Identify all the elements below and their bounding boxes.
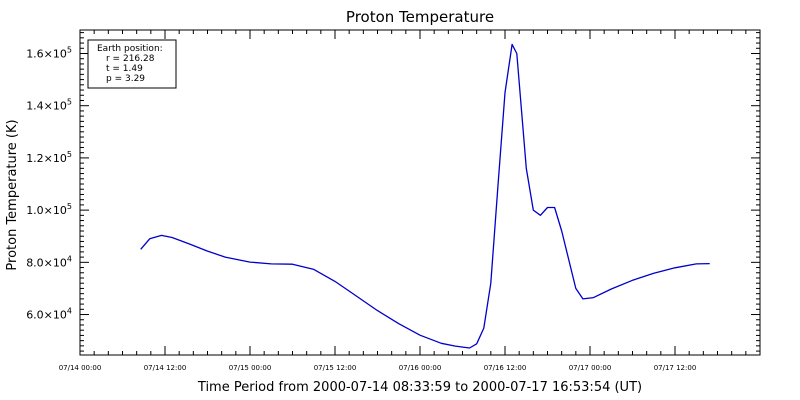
series-layer: [140, 43, 710, 349]
x-axis-ticks: 07/14 00:00 07/14 12:00 07/15 00:00 07/15 1…: [59, 30, 747, 372]
y-axis-label: Proton Temperature (K): [5, 119, 20, 270]
plot-frame: [79, 29, 761, 356]
y-tick-label: 8.0×104: [26, 254, 72, 269]
x-tick-label: 07/14 00:00: [59, 364, 102, 372]
x-tick-label: 07/17 12:00: [654, 364, 697, 372]
legend-box: [87, 39, 177, 89]
chart-title: Proton Temperature: [346, 8, 494, 26]
y-tick-label: 1.4×105: [26, 98, 72, 113]
proton-temperature-line: [140, 43, 710, 349]
x-tick-label: 07/16 00:00: [399, 364, 442, 372]
legend-line-t: t = 1.49: [106, 64, 143, 74]
y-tick-label: 1.6×105: [26, 45, 72, 60]
y-tick-label: 1.2×105: [26, 150, 72, 165]
legend-line-r: r = 216.28: [106, 54, 155, 64]
legend-line-p: p = 3.29: [106, 74, 145, 84]
y-tick-label: 6.0×104: [26, 307, 72, 322]
x-tick-label: 07/14 12:00: [144, 364, 187, 372]
x-axis-label: Time Period from 2000-07-14 08:33:59 to …: [197, 380, 642, 395]
earth-position-legend: Earth position: r = 216.28 t = 1.49 p = …: [87, 39, 177, 89]
legend-title: Earth position:: [97, 44, 163, 54]
y-axis-ticks: 6.0×104 8.0×104 1.0×105 1.2×105 1.4×105 1.6×1…: [26, 32, 760, 352]
x-tick-label: 07/15 12:00: [314, 364, 357, 372]
x-tick-label: 07/16 12:00: [484, 364, 527, 372]
x-tick-label: 07/15 00:00: [229, 364, 272, 372]
y-tick-label: 1.0×105: [26, 202, 72, 217]
x-tick-label: 07/17 00:00: [569, 364, 612, 372]
